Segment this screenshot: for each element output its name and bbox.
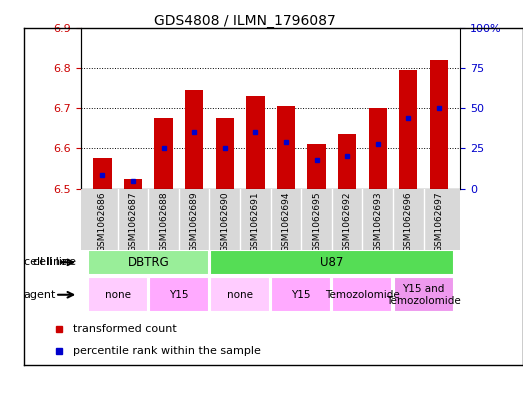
Text: Y15 and
Temozolomide: Y15 and Temozolomide bbox=[386, 284, 461, 305]
Text: cell line: cell line bbox=[24, 257, 66, 267]
Text: GSM1062691: GSM1062691 bbox=[251, 192, 260, 252]
Text: none: none bbox=[105, 290, 131, 300]
Bar bbox=[277, 106, 295, 189]
Text: DBTRG: DBTRG bbox=[128, 256, 169, 269]
Bar bbox=[185, 90, 203, 189]
Text: Y15: Y15 bbox=[291, 290, 311, 300]
Bar bbox=[399, 70, 417, 189]
Text: none: none bbox=[227, 290, 253, 300]
Text: GSM1062687: GSM1062687 bbox=[129, 192, 138, 252]
Text: GSM1062692: GSM1062692 bbox=[343, 192, 351, 252]
Text: GSM1062694: GSM1062694 bbox=[281, 192, 290, 252]
Bar bbox=[210, 277, 270, 312]
Text: GDS4808 / ILMN_1796087: GDS4808 / ILMN_1796087 bbox=[154, 14, 335, 28]
Bar bbox=[369, 108, 387, 189]
Bar bbox=[210, 250, 453, 275]
Text: GSM1062689: GSM1062689 bbox=[190, 192, 199, 252]
Bar bbox=[271, 277, 331, 312]
Text: Temozolomide: Temozolomide bbox=[325, 290, 400, 300]
Bar bbox=[430, 60, 448, 189]
Bar bbox=[308, 144, 326, 189]
Bar bbox=[338, 134, 356, 189]
Bar bbox=[124, 178, 142, 189]
Bar bbox=[149, 277, 209, 312]
Bar bbox=[88, 277, 147, 312]
Bar bbox=[394, 277, 453, 312]
Text: Y15: Y15 bbox=[169, 290, 189, 300]
Text: U87: U87 bbox=[320, 256, 344, 269]
Text: cell line: cell line bbox=[33, 257, 76, 267]
Text: agent: agent bbox=[24, 290, 56, 300]
Bar bbox=[215, 118, 234, 189]
Bar bbox=[333, 277, 392, 312]
Text: GSM1062688: GSM1062688 bbox=[159, 192, 168, 252]
Text: GSM1062695: GSM1062695 bbox=[312, 192, 321, 252]
Bar bbox=[154, 118, 173, 189]
Text: transformed count: transformed count bbox=[73, 324, 177, 334]
Text: GSM1062696: GSM1062696 bbox=[404, 192, 413, 252]
Bar bbox=[246, 96, 265, 189]
Text: GSM1062690: GSM1062690 bbox=[220, 192, 229, 252]
Bar bbox=[88, 250, 209, 275]
Text: GSM1062693: GSM1062693 bbox=[373, 192, 382, 252]
Bar bbox=[93, 158, 111, 189]
Text: GSM1062697: GSM1062697 bbox=[434, 192, 444, 252]
Text: percentile rank within the sample: percentile rank within the sample bbox=[73, 346, 261, 356]
Text: GSM1062686: GSM1062686 bbox=[98, 192, 107, 252]
